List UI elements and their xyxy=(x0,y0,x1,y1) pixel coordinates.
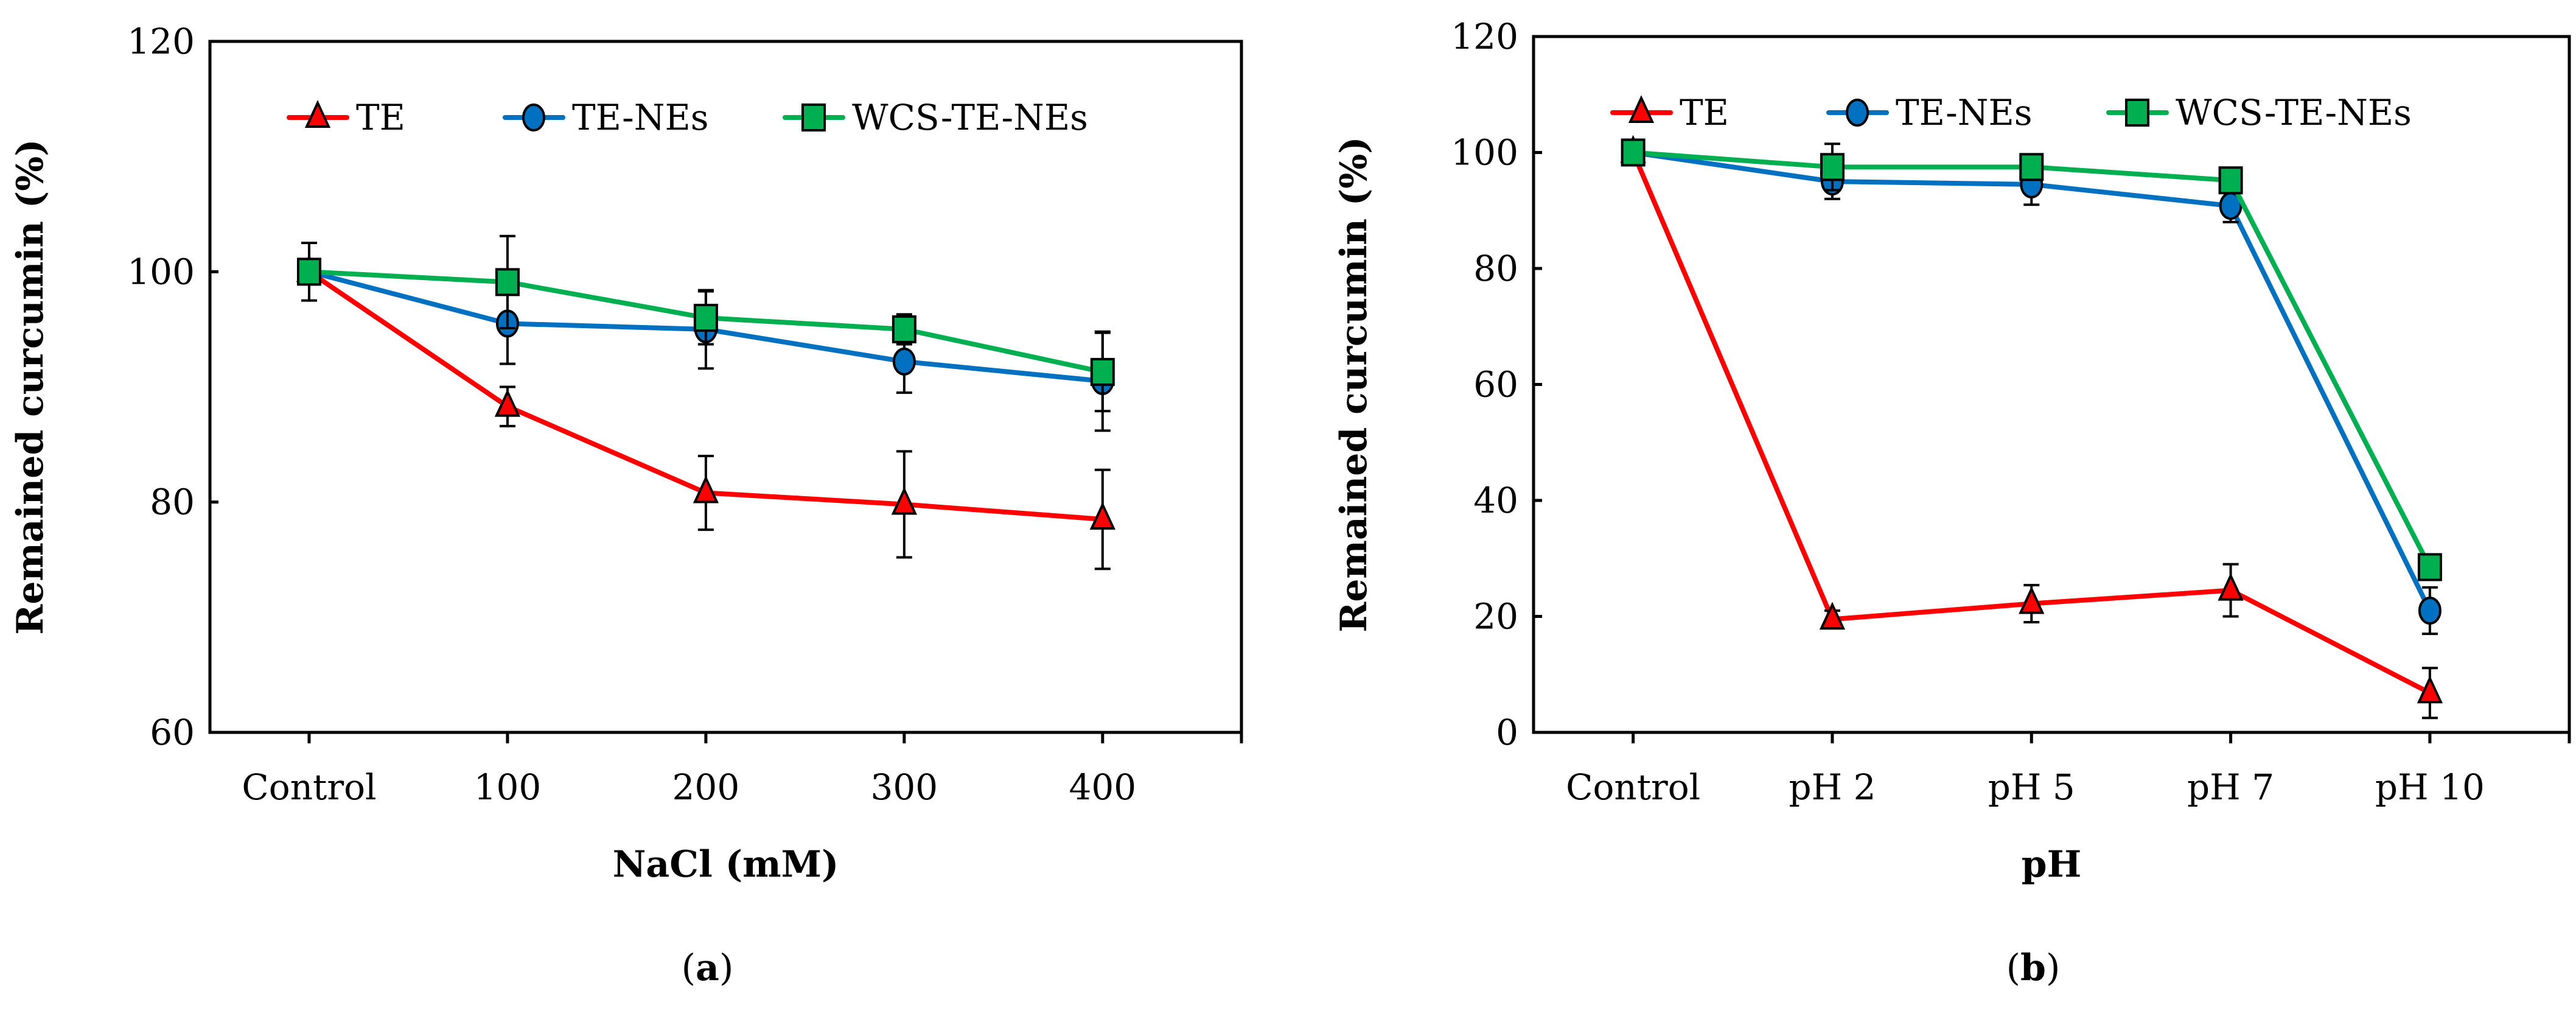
x-tick-label: 300 xyxy=(871,766,938,808)
x-tick-label: pH 2 xyxy=(1789,766,1876,808)
circle-marker xyxy=(1846,99,1869,127)
legend-label: TE xyxy=(356,97,405,138)
legend-item-te: TE xyxy=(1610,92,1729,133)
square-marker xyxy=(1621,138,1646,167)
square-marker xyxy=(2218,166,2243,195)
x-tick-label: Control xyxy=(242,766,376,808)
y-tick-label: 20 xyxy=(1473,596,1518,637)
legend-label: TE xyxy=(1680,92,1729,133)
legend-item-te: TE xyxy=(287,97,405,138)
triangle-marker xyxy=(2417,675,2443,704)
square-marker xyxy=(1090,357,1115,386)
caption-letter: b xyxy=(2020,947,2046,989)
x-tick-label: Control xyxy=(1566,766,1700,808)
square-marker xyxy=(801,103,826,132)
square-marker xyxy=(892,315,916,343)
circle-marker xyxy=(892,347,916,376)
square-marker xyxy=(2125,99,2149,127)
square-marker xyxy=(693,304,718,332)
series-wcs-te-nes xyxy=(296,234,1115,413)
legend: TE TE-NEs WCS-TE-NEs xyxy=(287,97,1088,138)
legend-label: TE-NEs xyxy=(572,97,709,138)
plot-frame xyxy=(1532,35,2571,734)
x-tick-label: 400 xyxy=(1069,766,1136,808)
triangle-marker xyxy=(2218,572,2244,601)
triangle-marker xyxy=(693,475,719,503)
x-axis-label: NaCl (mM) xyxy=(613,843,839,886)
x-tick-label: pH 5 xyxy=(1988,766,2075,808)
series-te xyxy=(1620,135,2443,720)
plot-frame xyxy=(208,40,1243,734)
square-marker xyxy=(495,268,520,296)
y-tick-label: 60 xyxy=(1473,364,1518,405)
legend-item-te-nes: TE-NEs xyxy=(1826,92,2033,133)
legend-label: WCS-TE-NEs xyxy=(2176,92,2412,133)
square-marker xyxy=(296,258,321,286)
series-te xyxy=(296,242,1115,570)
caption-letter: a xyxy=(696,947,719,989)
y-tick-label: 40 xyxy=(1473,480,1518,521)
legend: TE TE-NEs WCS-TE-NEs xyxy=(1610,92,2412,133)
triangle-marker xyxy=(2019,586,2045,614)
y-tick-label: 100 xyxy=(127,251,195,292)
y-tick-label: 100 xyxy=(1451,132,1518,174)
x-tick-label: 200 xyxy=(672,766,740,808)
y-tick-label: 80 xyxy=(150,482,195,523)
triangle-marker xyxy=(494,388,521,417)
y-axis-label: Remained curcumin (%) xyxy=(9,139,52,634)
x-axis-label: pH xyxy=(2022,843,2082,886)
panel-caption: (b) xyxy=(2006,947,2061,989)
legend-item-te-nes: TE-NEs xyxy=(503,97,709,138)
y-tick-label: 80 xyxy=(1473,248,1518,289)
chart-panel-a: 60 80 100 120 Control 100 200 300 400 Remained cu… xyxy=(9,21,1243,989)
series-line xyxy=(1633,150,2432,612)
chart-panel-b: 0 20 40 60 80 100 120 Control pH 2 pH 5 pH 7 pH 10 R… xyxy=(1333,16,2571,989)
y-tick-label: 60 xyxy=(150,712,195,753)
y-tick-label: 120 xyxy=(1451,16,1518,57)
y-tick-label: 0 xyxy=(1496,712,1518,753)
x-tick-label: pH 10 xyxy=(2375,766,2485,808)
triangle-marker xyxy=(304,100,331,128)
square-marker xyxy=(2417,553,2442,581)
x-tick-label: 100 xyxy=(474,766,542,808)
y-axis-label: Remained curcumin (%) xyxy=(1333,136,1375,632)
triangle-marker xyxy=(1819,601,1846,630)
triangle-marker xyxy=(1089,502,1115,530)
series-wcs-te-nes xyxy=(1621,138,2442,581)
square-marker xyxy=(2019,153,2044,181)
series-line xyxy=(1633,150,2432,569)
triangle-marker xyxy=(1628,95,1655,123)
triangle-marker xyxy=(891,486,917,515)
legend-item-wcs-te-nes: WCS-TE-NEs xyxy=(2106,92,2412,133)
legend-label: WCS-TE-NEs xyxy=(852,97,1088,138)
x-tick-label: pH 7 xyxy=(2187,766,2274,808)
circle-marker xyxy=(2418,596,2442,625)
panel-caption: (a) xyxy=(682,947,734,989)
y-tick-label: 120 xyxy=(127,21,195,62)
legend-label: TE-NEs xyxy=(1896,92,2033,133)
legend-item-wcs-te-nes: WCS-TE-NEs xyxy=(783,97,1088,138)
square-marker xyxy=(1820,153,1845,181)
series-te-nes xyxy=(1621,138,2442,636)
circle-marker xyxy=(522,103,545,132)
